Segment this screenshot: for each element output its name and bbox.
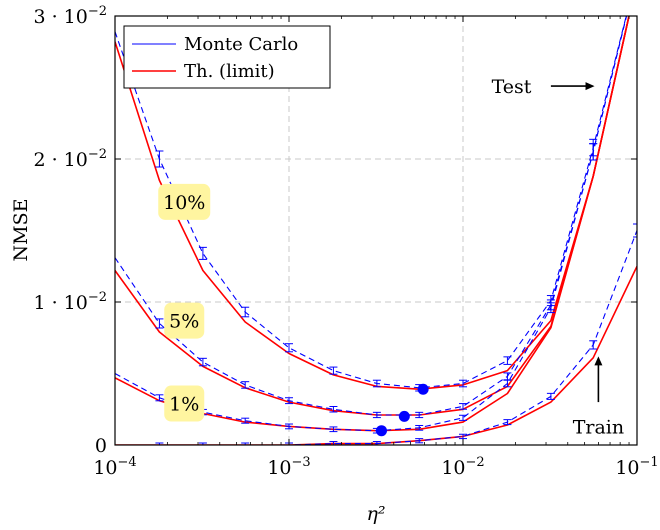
axis-ticks: 10−4 10−3 10−2 10−1 0 1 · 10−2 2 · 10−2 3 · 10−… [33,4,658,479]
minimum-marker-1pct [375,425,387,437]
y-tick-label: 2 · 10−2 [33,147,107,171]
curve-label: 5% [169,311,199,333]
annotations: Test Train [492,76,625,438]
curve-labels: 10% 5% 1% [158,183,211,422]
y-axis-title: NMSE [10,199,32,262]
test-annotation: Test [492,76,532,98]
x-tick-label: 10−3 [267,455,310,479]
x-tick-label: 10−2 [441,455,484,479]
curve-label: 10% [163,192,205,214]
curve-label: 1% [169,394,199,416]
train-arrow-head [594,356,603,366]
curve-label-box [164,302,205,339]
minimum-markers [375,383,429,437]
x-tick-label: 10−4 [93,455,136,479]
curve-label-box [158,183,211,220]
legend-label: Monte Carlo [184,34,298,55]
legend-box [123,25,331,89]
minimum-marker-10pct [417,383,429,395]
minimum-marker-5pct [398,410,410,422]
x-tick-label: 10−1 [615,455,658,479]
y-tick-label: 0 [95,435,107,457]
y-tick-label: 1 · 10−2 [33,290,107,314]
legend: Monte Carlo Th. (limit) [123,25,331,89]
train-annotation: Train [573,416,624,438]
plot-frame [114,15,638,446]
x-axis-title: η² [367,503,386,525]
test-arrow-head [585,82,595,91]
curve-label-box [164,385,205,422]
legend-label: Th. (limit) [184,61,275,82]
y-tick-label: 3 · 10−2 [33,4,107,28]
